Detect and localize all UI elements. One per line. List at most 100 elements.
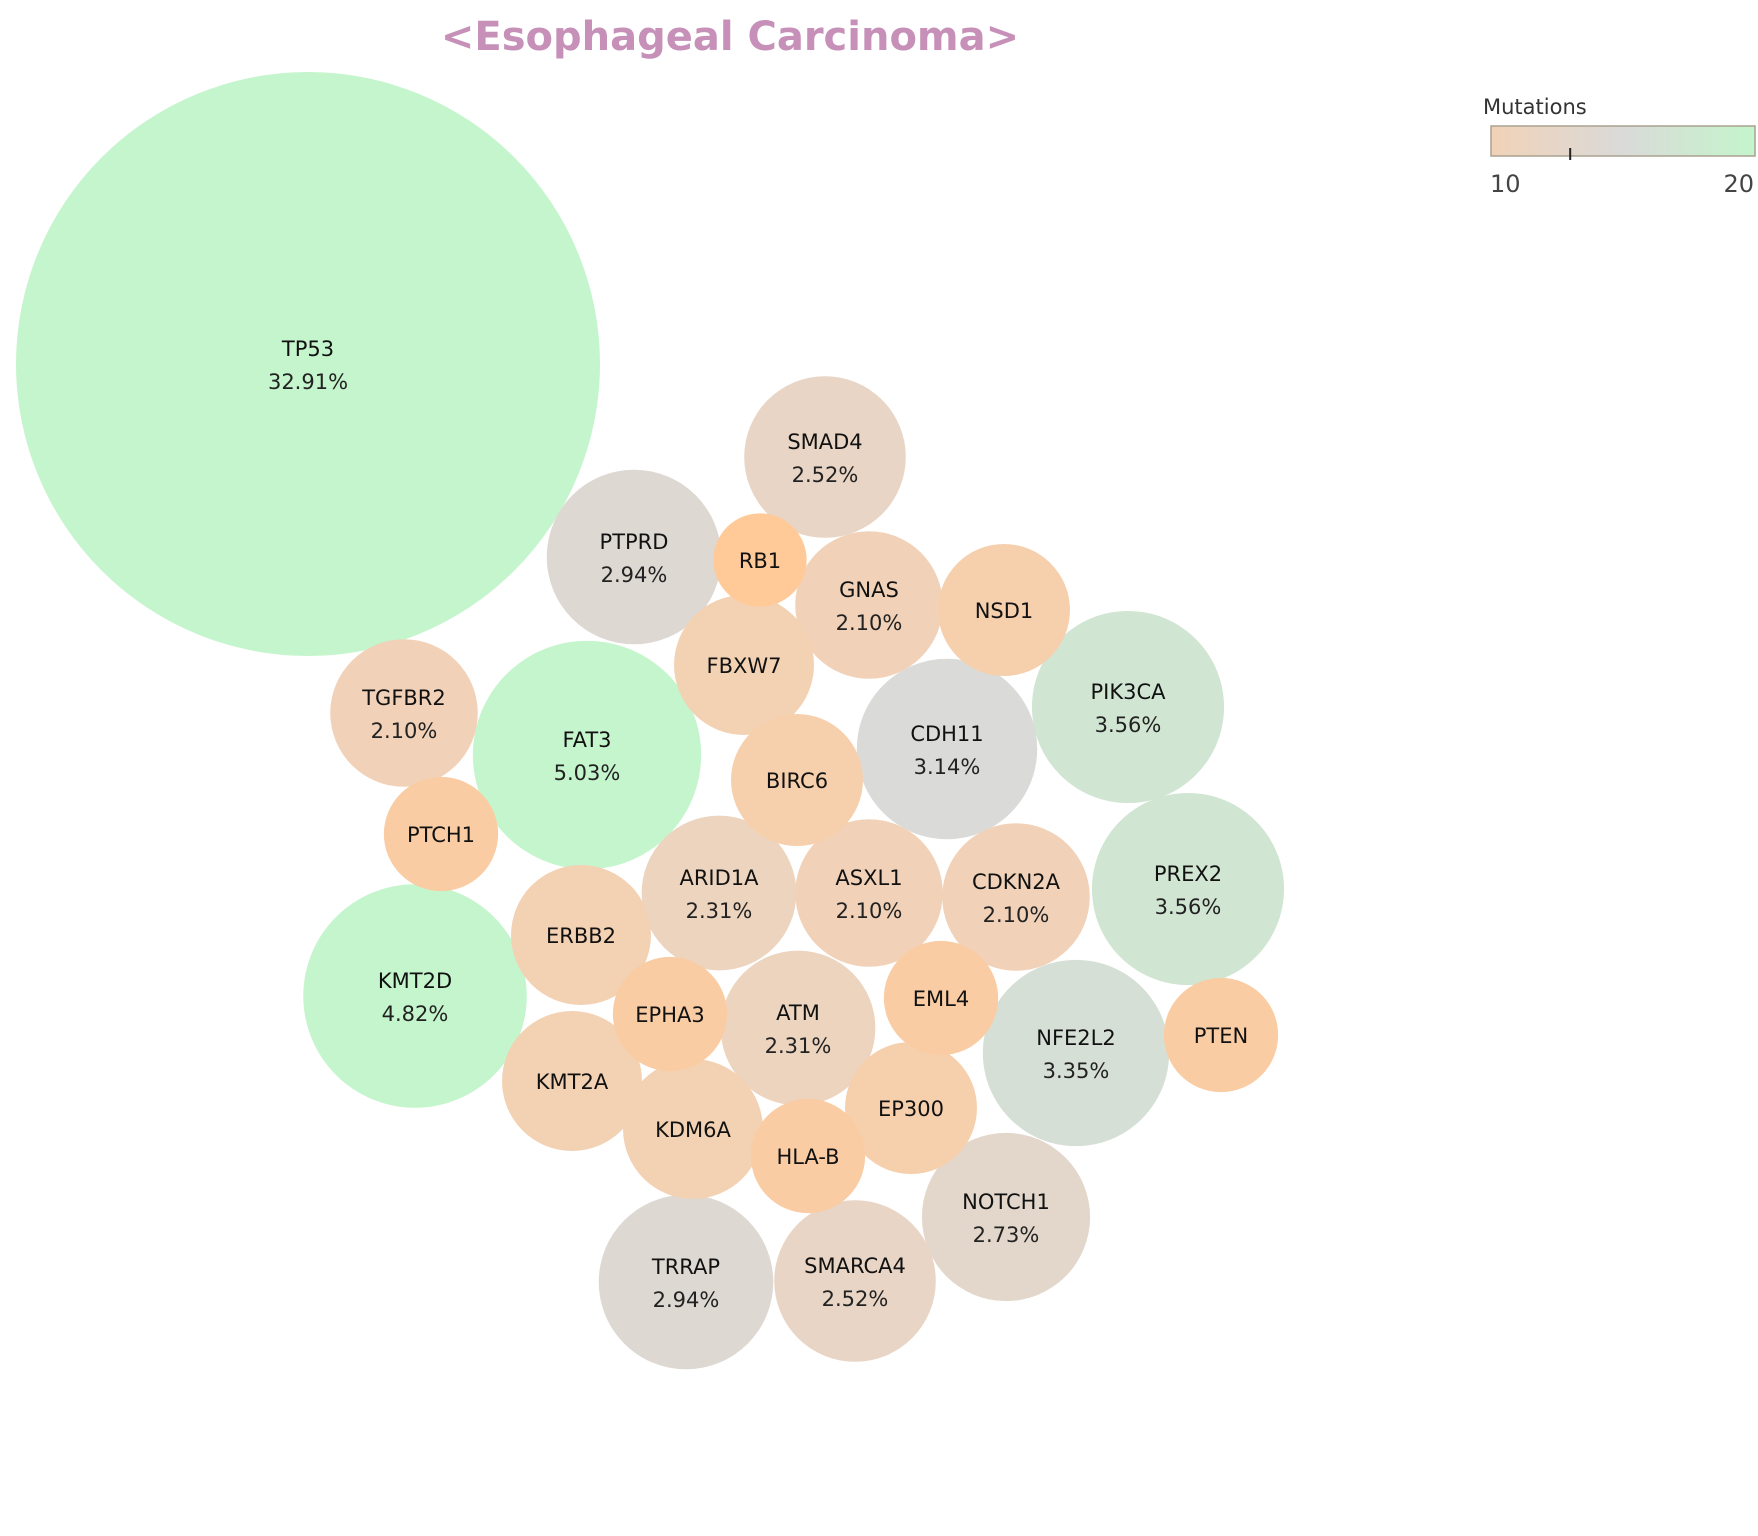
colorbar-gradient [1490, 125, 1756, 157]
bubble-percent-label: 2.94% [653, 1288, 720, 1312]
bubble-percent-label: 2.31% [686, 899, 753, 923]
bubble-fat3: FAT3 5.03% [472, 640, 702, 870]
bubble-tgfbr2: TGFBR2 2.10% [330, 639, 478, 787]
bubble-eml4: EML4 [883, 940, 999, 1056]
chart-title: <Esophageal Carcinoma> [441, 14, 1019, 60]
bubble-circle [641, 815, 797, 971]
bubble-gene-label: ASXL1 [835, 866, 902, 890]
bubble-gene-label: NSD1 [975, 599, 1034, 623]
bubble-circle [856, 658, 1038, 840]
bubble-gene-label: BIRC6 [766, 769, 828, 793]
bubble-percent-label: 3.56% [1155, 895, 1222, 919]
bubble-ep300: EP300 [845, 1042, 977, 1174]
bubble-circle [1031, 610, 1225, 804]
bubble-notch1: NOTCH1 2.73% [921, 1132, 1091, 1302]
bubble-gene-label: KMT2A [536, 1070, 609, 1094]
bubble-trrap: TRRAP 2.94% [598, 1194, 774, 1370]
bubble-percent-label: 2.10% [983, 903, 1050, 927]
bubble-circle [731, 714, 863, 846]
bubble-percent-label: 5.03% [554, 761, 621, 785]
bubble-circle [1163, 977, 1279, 1093]
bubble-asxl1: ASXL1 2.10% [795, 819, 943, 967]
bubble-percent-label: 32.91% [268, 370, 348, 394]
bubble-kmt2d: KMT2D 4.82% [303, 884, 527, 1108]
bubble-kdm6a: KDM6A [623, 1059, 763, 1199]
bubble-percent-label: 3.14% [914, 755, 981, 779]
bubble-gene-label: PTCH1 [407, 823, 475, 847]
bubble-gene-label: TRRAP [651, 1255, 720, 1279]
bubble-circle [1091, 792, 1285, 986]
bubble-percent-label: 2.73% [973, 1223, 1040, 1247]
bubble-gene-label: TP53 [281, 337, 334, 361]
bubble-percent-label: 2.31% [765, 1034, 832, 1058]
bubble-gene-label: EP300 [878, 1097, 944, 1121]
bubble-atm: ATM 2.31% [720, 950, 876, 1106]
bubble-gene-label: ARID1A [679, 866, 759, 890]
bubble-gene-label: PTEN [1194, 1024, 1248, 1048]
bubble-gene-label: PTPRD [600, 530, 669, 554]
bubble-gene-label: EML4 [913, 987, 969, 1011]
bubble-gene-label: ATM [776, 1001, 820, 1025]
bubble-smarca4: SMARCA4 2.52% [774, 1200, 936, 1362]
bubble-gene-label: ERBB2 [546, 924, 616, 948]
bubble-gene-label: PREX2 [1154, 862, 1222, 886]
bubble-circle [720, 950, 876, 1106]
bubble-smad4: SMAD4 2.52% [744, 376, 906, 538]
bubble-fbxw7: FBXW7 [674, 595, 814, 735]
bubble-percent-label: 2.94% [601, 563, 668, 587]
bubble-gene-label: NOTCH1 [962, 1190, 1050, 1214]
bubble-birc6: BIRC6 [731, 714, 863, 846]
bubble-kmt2a: KMT2A [502, 1011, 642, 1151]
bubble-epha3: EPHA3 [612, 956, 728, 1072]
bubble-hla-b: HLA-B [750, 1098, 866, 1214]
bubble-circle [623, 1059, 763, 1199]
colorbar-tick-max: 20 [1723, 170, 1754, 198]
colorbar-title: Mutations [1483, 95, 1587, 119]
bubble-circle [16, 72, 600, 656]
bubble-circle [774, 1200, 936, 1362]
bubble-circle [750, 1098, 866, 1214]
bubble-percent-label: 3.35% [1043, 1059, 1110, 1083]
bubble-circle [713, 513, 807, 607]
bubble-percent-label: 2.52% [792, 463, 859, 487]
bubble-circle [511, 865, 651, 1005]
bubble-circle [982, 959, 1170, 1147]
bubble-gene-label: FBXW7 [707, 654, 782, 678]
bubble-circle [598, 1194, 774, 1370]
bubble-circle [472, 640, 702, 870]
bubble-tp53: TP53 32.91% [16, 72, 600, 656]
bubble-percent-label: 2.10% [371, 719, 438, 743]
bubble-circle [502, 1011, 642, 1151]
bubble-circle [744, 376, 906, 538]
bubble-percent-label: 4.82% [382, 1002, 449, 1026]
bubble-gene-label: SMARCA4 [804, 1254, 906, 1278]
bubble-circle [845, 1042, 977, 1174]
bubble-gene-label: SMAD4 [787, 430, 862, 454]
bubble-pten: PTEN [1163, 977, 1279, 1093]
bubble-nsd1: NSD1 [938, 544, 1070, 676]
bubble-circle [921, 1132, 1091, 1302]
bubble-nfe2l2: NFE2L2 3.35% [982, 959, 1170, 1147]
bubble-circle [612, 956, 728, 1072]
bubble-ptprd: PTPRD 2.94% [546, 469, 722, 645]
bubble-erbb2: ERBB2 [511, 865, 651, 1005]
bubble-gene-label: CDKN2A [972, 870, 1061, 894]
bubble-percent-label: 3.56% [1095, 713, 1162, 737]
bubble-circle [883, 940, 999, 1056]
bubble-gene-label: PIK3CA [1090, 680, 1166, 704]
bubble-circle [303, 884, 527, 1108]
colorbar-tick-min: 10 [1490, 170, 1521, 198]
bubble-percent-label: 2.10% [836, 899, 903, 923]
bubble-gene-label: EPHA3 [635, 1003, 704, 1027]
bubble-gene-label: KDM6A [655, 1118, 731, 1142]
bubble-pik3ca: PIK3CA 3.56% [1031, 610, 1225, 804]
bubble-circle [330, 639, 478, 787]
bubble-rb1: RB1 [713, 513, 807, 607]
bubble-circle [383, 776, 499, 892]
bubble-gene-label: KMT2D [378, 969, 452, 993]
bubble-percent-label: 2.52% [822, 1287, 889, 1311]
bubble-circle [674, 595, 814, 735]
bubble-gene-label: RB1 [739, 549, 781, 573]
bubble-circle [546, 469, 722, 645]
